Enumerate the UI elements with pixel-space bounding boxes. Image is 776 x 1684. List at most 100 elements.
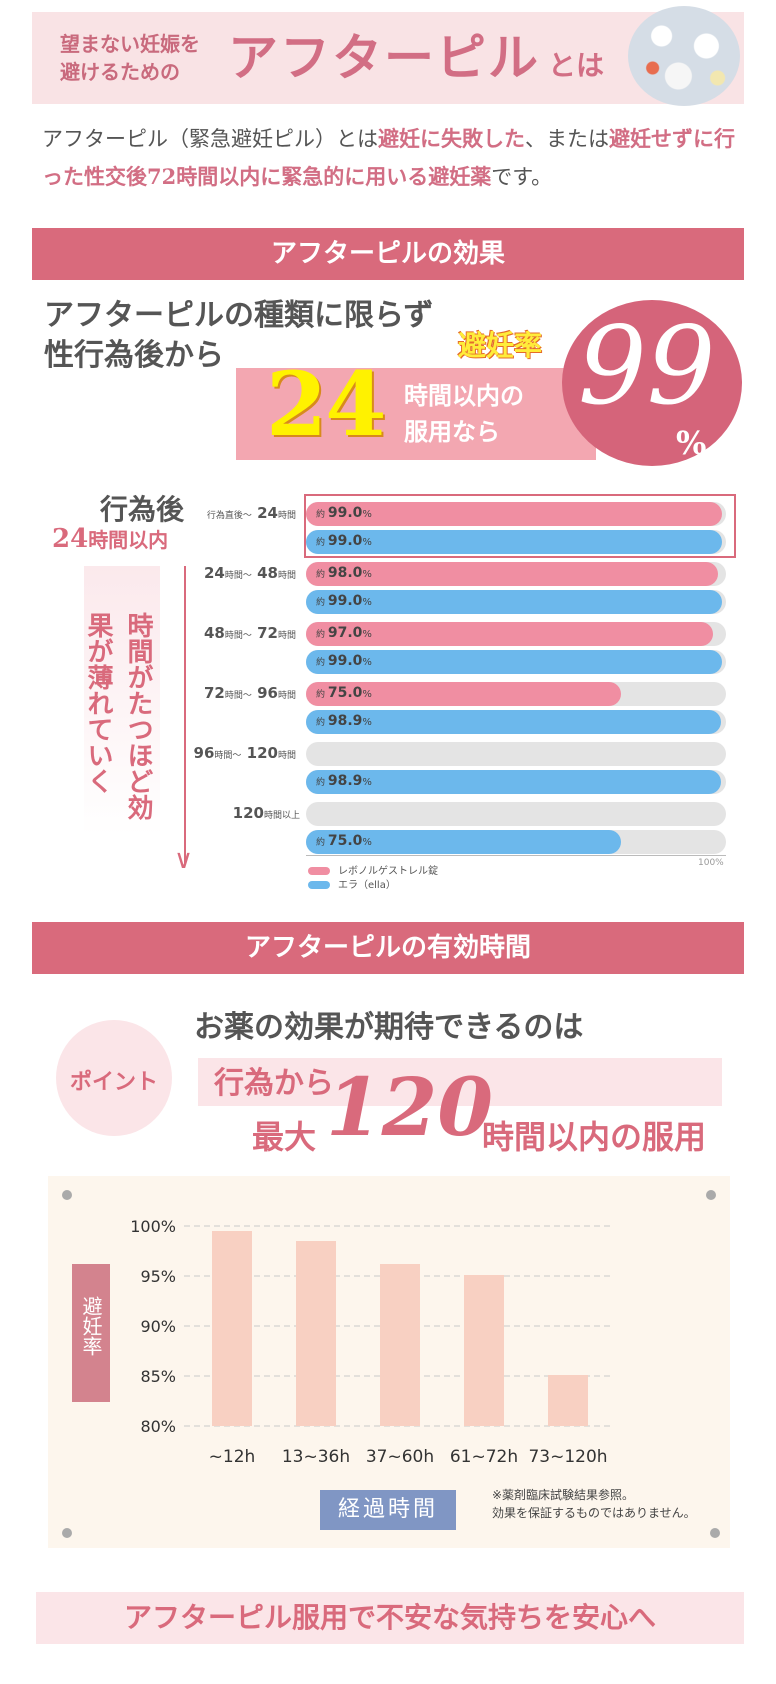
row-label: 48時間〜 72時間 [180,624,296,642]
value-number: 75.0 [327,685,363,701]
point-label: ポイント [69,1069,158,1095]
x-tick-label: 61~72h [450,1447,518,1467]
value-suffix: % [362,777,372,788]
row-label-from: 48 [203,624,225,642]
row-label: 72時間〜 96時間 [180,684,296,702]
effect-lead-line2: 性行為後から [44,338,224,373]
bar-ella: 約 99.0% [306,650,722,674]
row-label-from: 96 [193,744,215,762]
value-suffix: % [362,569,372,580]
bar-value-label: 約 75.0% [316,685,372,701]
hero-subtitle-line1: 望まない妊娠を [60,32,200,56]
bar-ella: 約 99.0% [306,530,722,554]
bar-track: 約 99.0% [306,502,726,526]
bar-value-label: 約 98.9% [316,773,372,789]
legend-item-ella: エラ（ella） [308,876,396,891]
y-tick-label: 80% [140,1417,176,1436]
value-number: 99.0 [327,533,363,549]
row-label-from: 行為直後〜 [206,511,252,521]
bar-levonorgestrel: 約 97.0% [306,622,714,646]
within-24-text: 時間以内 [88,528,169,552]
chart2-bar [296,1241,336,1426]
intro-text-3: です。 [491,165,553,189]
bar-ella: 約 98.9% [306,710,722,734]
hero-subtitle: 望まない妊娠を 避けるための [60,30,230,86]
value-suffix: % [362,537,372,548]
bar-value-label: 約 99.0% [316,653,372,669]
expect-heading: お薬の効果が期待できるのは [194,1010,584,1045]
row-label-to-unit: 時間 [277,511,296,521]
footer-band [36,1592,744,1644]
section-title-effect: アフターピルの効果 [32,228,744,280]
bar-value-label: 約 98.0% [316,565,372,581]
bar-track: 約 75.0% [306,682,726,706]
value-number: 97.0 [327,625,363,641]
value-suffix: % [362,837,372,848]
bar-ella: 約 75.0% [306,830,621,854]
rate-percent: % [676,424,707,462]
value-prefix: 約 [316,778,328,788]
bar-levonorgestrel: 約 75.0% [306,682,621,706]
x-tick-label: ~12h [209,1447,256,1467]
pills-image [628,6,740,106]
hours-text-line1: 時間以内の [404,381,524,410]
within-24-label: 24時間以内 [52,524,168,554]
footer-text: アフターピル服用で不安な気持ちを安心へ [123,1601,656,1634]
row-label: 96時間〜 120時間 [180,744,296,762]
y-tick-label: 100% [130,1217,176,1236]
row-label-to-unit: 時間 [277,631,296,641]
hero-title: アフターピル [228,28,540,87]
value-suffix: % [362,689,372,700]
rate-label-text: 避妊率 [458,329,543,362]
row-label-to-unit: 時間 [277,571,296,581]
contraception-rate-chart: 100% 95% 90% 85% 80% ~12h 13~36h 37~60h 61~72h 73… [130,1217,610,1467]
rate-value: 99 [578,304,716,429]
value-suffix: % [362,509,372,520]
value-number: 98.0 [327,565,363,581]
value-prefix: 約 [316,538,328,548]
value-prefix: 約 [316,718,328,728]
value-suffix: % [362,717,372,728]
hero-banner [32,12,744,104]
hours-text-line2: 服用なら [404,417,500,446]
bar-track: 約 99.0% [306,530,726,554]
bar-levonorgestrel: 約 98.0% [306,562,718,586]
row-label: 24時間〜 48時間 [180,564,296,582]
legend-label-levonorgestrel: レボノルゲストレル錠 [338,866,438,877]
y-tick-label: 85% [140,1367,176,1386]
row-label-to: 48 [251,564,278,582]
within-hours-text: 時間以内の服用 [482,1118,707,1156]
intro-text-1: アフターピル（緊急避妊ピル）とは [42,127,378,151]
chart2-bar [464,1275,504,1426]
bar-track [306,742,726,766]
hours-highlight-box [236,368,596,460]
chart-note-line1: ※薬剤臨床試験結果参照。 [492,1488,635,1502]
bar-value-label: 約 99.0% [316,533,372,549]
legend-item-levonorgestrel: レボノルゲストレル錠 [308,862,438,877]
axis-max-label: 100% [698,858,724,868]
bar-track: 約 98.0% [306,562,726,586]
legend-swatch-pink [308,867,330,875]
value-suffix: % [362,597,372,608]
bar-track: 約 98.9% [306,710,726,734]
first-row-highlight [304,494,736,558]
intro-text-2: 、または [525,127,609,151]
row-label-from-unit: 時間〜 [224,691,252,701]
from-act-box [198,1058,722,1106]
chart-axis-line [306,855,726,856]
bar-ella: 約 98.9% [306,770,722,794]
corner-dot [62,1190,72,1200]
value-prefix: 約 [316,658,328,668]
corner-dot [706,1190,716,1200]
from-act-label: 行為から [214,1066,334,1101]
value-suffix: % [362,629,372,640]
hours-text: 時間以内の 服用なら [404,378,524,450]
bar-track [306,802,726,826]
row-label-to: 120 [241,744,278,762]
value-number: 75.0 [327,833,363,849]
row-label-from: 24 [203,564,225,582]
y-tick-label: 90% [140,1317,176,1336]
row-label-from-unit: 時間〜 [214,751,242,761]
x-axis-label: 経過時間 [320,1490,456,1530]
point-circle [56,1020,172,1136]
